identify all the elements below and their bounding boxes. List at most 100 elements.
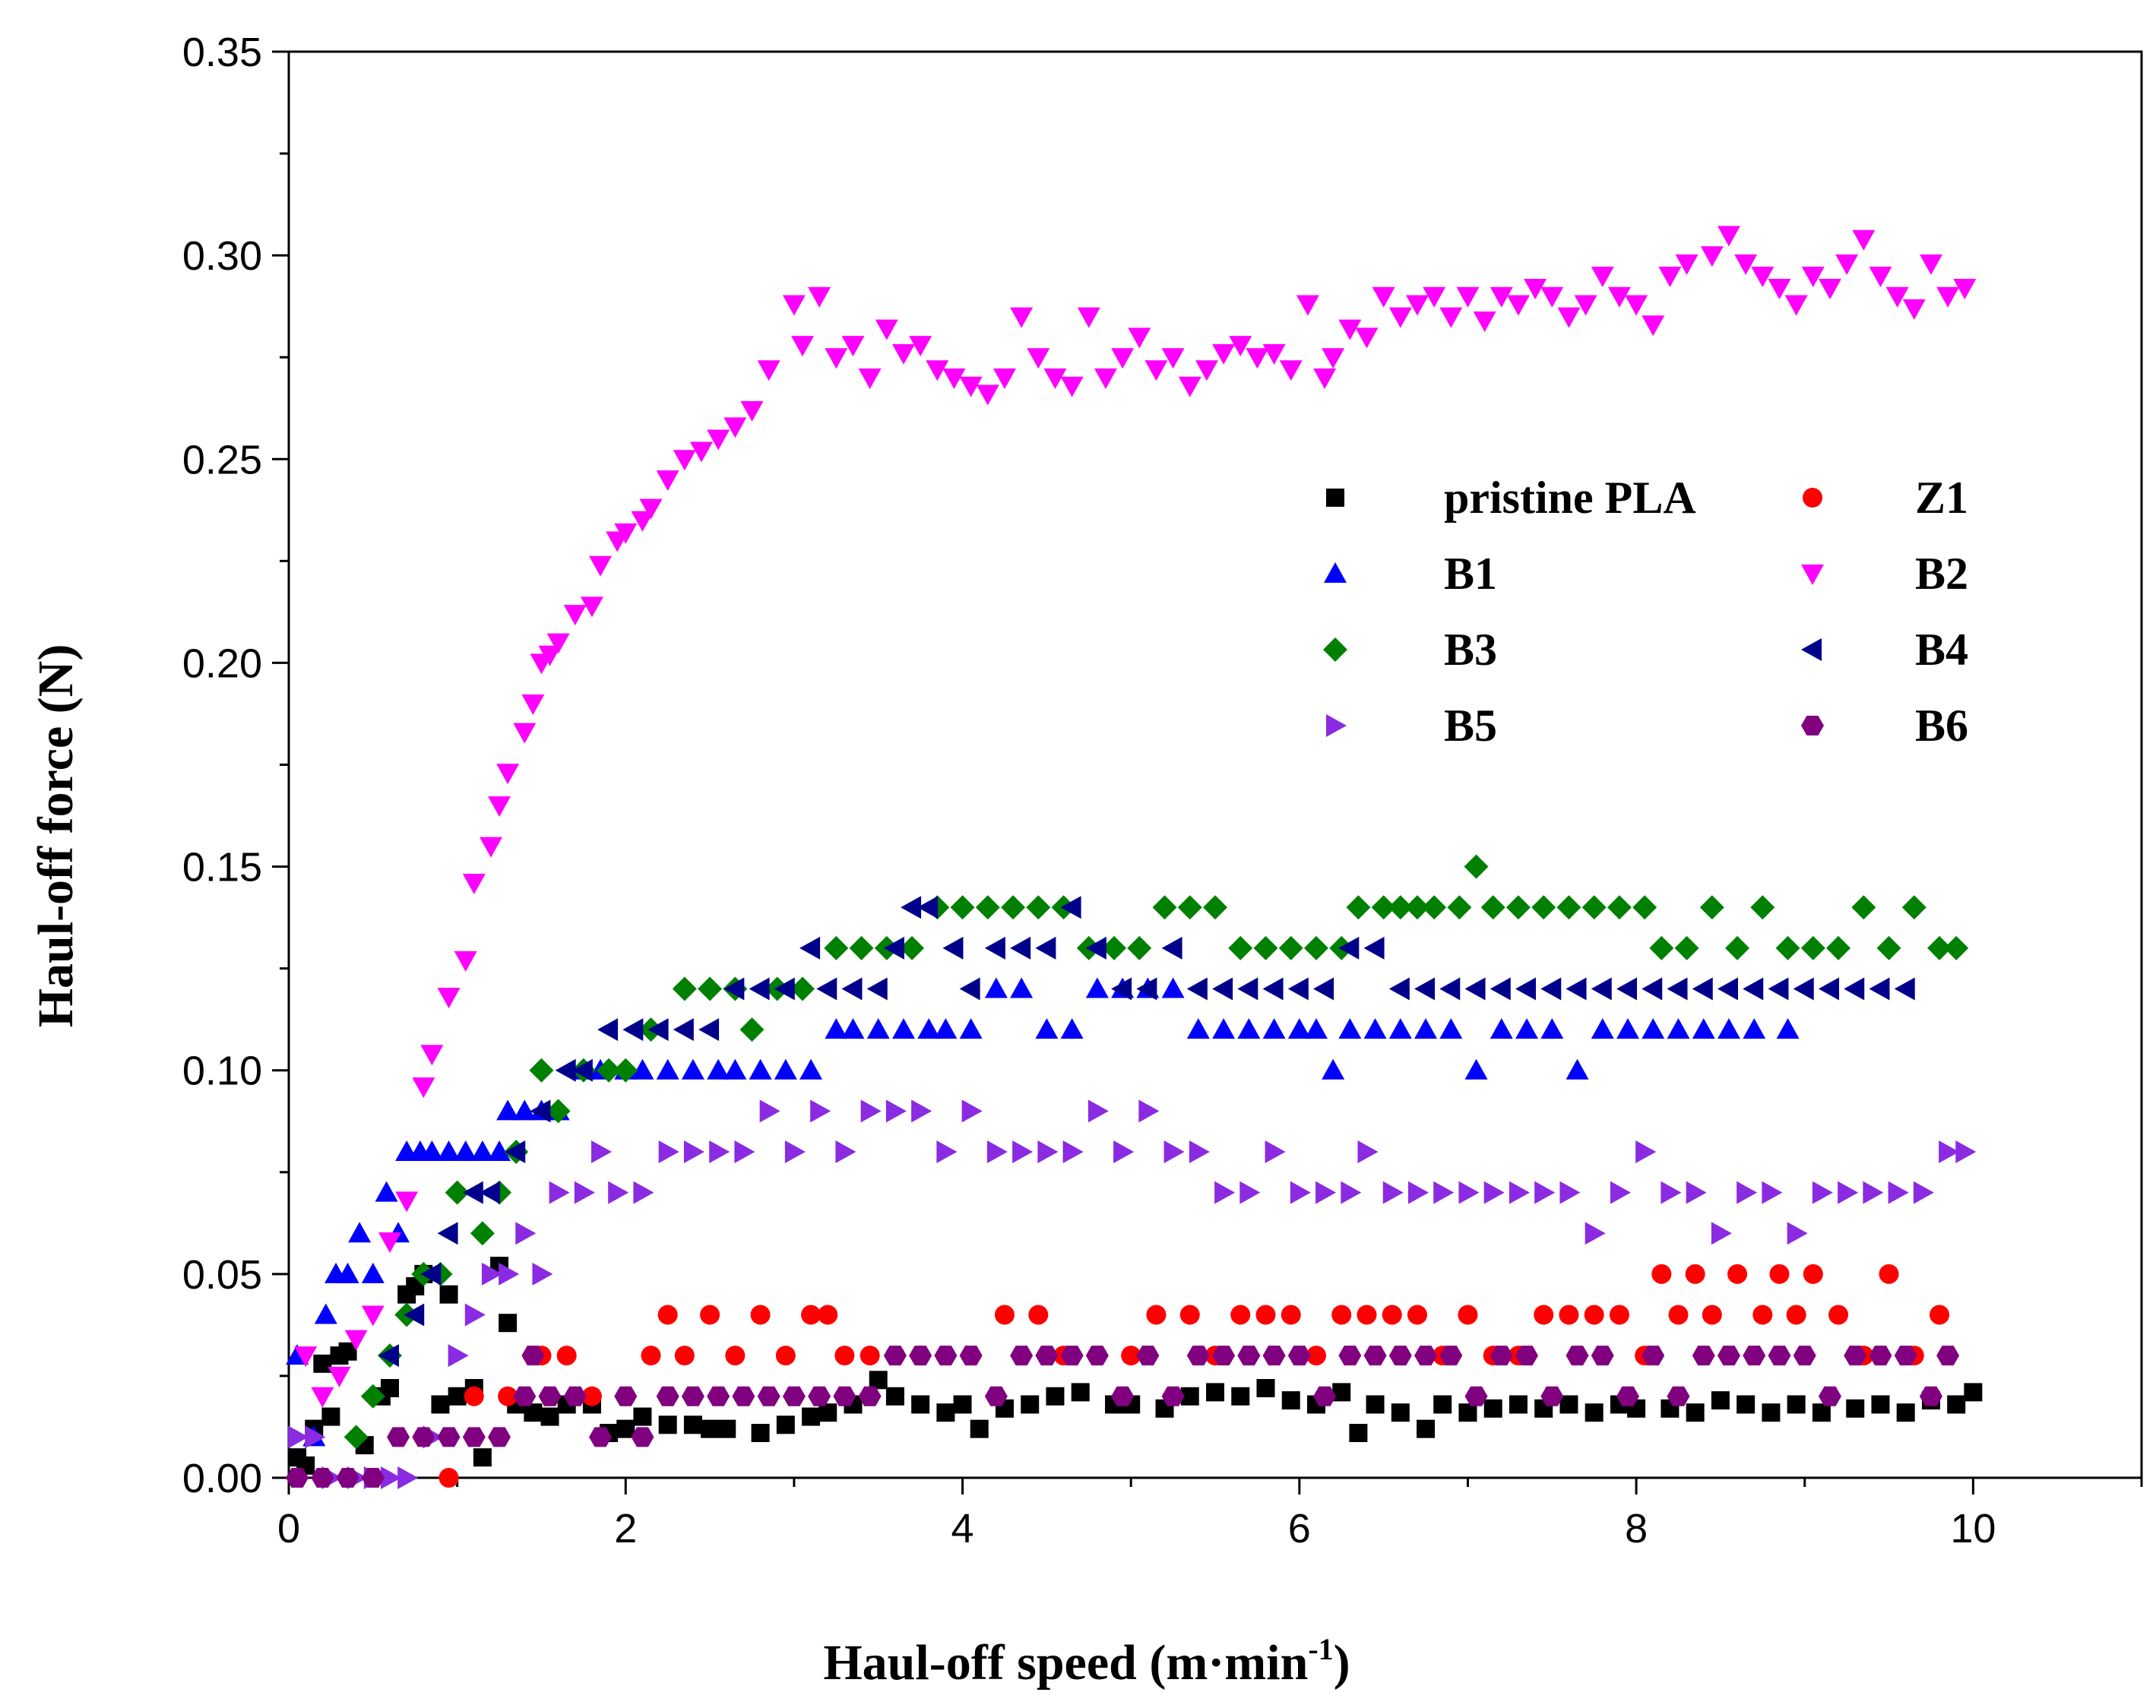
x-axis-label-close: ) xyxy=(1334,1635,1350,1691)
point-b5 xyxy=(1012,1140,1034,1163)
point-b1 xyxy=(361,1262,385,1283)
point-b4 xyxy=(1363,936,1385,960)
point-b2 xyxy=(344,1330,368,1351)
point-b3 xyxy=(672,976,697,1001)
point-z1 xyxy=(994,1305,1015,1325)
point-b3 xyxy=(698,976,723,1001)
point-b6 xyxy=(1717,1346,1740,1366)
point-b2 xyxy=(1296,295,1319,316)
data-markers xyxy=(286,226,1983,1489)
point-z1 xyxy=(1879,1264,1899,1284)
point-b5 xyxy=(633,1181,654,1204)
point-b1 xyxy=(891,1018,915,1039)
point-b5 xyxy=(835,1140,856,1163)
point-b2 xyxy=(808,286,831,308)
point-b2 xyxy=(294,1346,318,1368)
point-b2 xyxy=(1195,360,1218,381)
point-b1 xyxy=(1060,1018,1084,1039)
point-b3 xyxy=(1422,895,1447,920)
point-pristine-pla xyxy=(1762,1403,1781,1422)
point-b2 xyxy=(1734,254,1758,275)
point-b1 xyxy=(1304,1018,1328,1039)
point-b3 xyxy=(1203,895,1227,920)
point-pristine-pla xyxy=(540,1407,559,1426)
point-b6 xyxy=(589,1427,613,1447)
point-pristine-pla xyxy=(473,1448,492,1467)
legend-marker-b4 xyxy=(1801,638,1822,661)
x-axis-label-superscript: -1 xyxy=(1308,1632,1333,1666)
legend-item-b3: B3 xyxy=(1323,625,1497,675)
point-b5 xyxy=(1787,1222,1808,1245)
point-b2 xyxy=(1835,254,1859,275)
series-b1 xyxy=(286,977,1800,1447)
point-b6 xyxy=(1515,1346,1539,1366)
point-b1 xyxy=(1490,1018,1513,1039)
point-b6 xyxy=(1262,1346,1286,1366)
point-pristine-pla xyxy=(802,1407,821,1426)
point-b4 xyxy=(1768,977,1789,1001)
legend-label-pristine-pla: pristine PLA xyxy=(1444,473,1696,523)
point-pristine-pla xyxy=(431,1395,450,1414)
point-b2 xyxy=(614,523,638,544)
point-b5 xyxy=(1863,1181,1884,1204)
point-b6 xyxy=(1439,1346,1463,1366)
legend-marker-b6 xyxy=(1801,716,1824,735)
point-b2 xyxy=(546,633,570,654)
point-b5 xyxy=(305,1425,326,1449)
point-b4 xyxy=(622,1018,644,1042)
point-b2 xyxy=(1111,348,1135,369)
point-pristine-pla xyxy=(1737,1395,1756,1414)
point-b5 xyxy=(709,1140,730,1163)
point-pristine-pla xyxy=(953,1395,972,1414)
point-b5 xyxy=(1737,1181,1758,1204)
point-b3 xyxy=(1581,895,1607,920)
point-pristine-pla xyxy=(616,1419,635,1438)
point-b6 xyxy=(1566,1346,1589,1366)
point-b6 xyxy=(1313,1386,1337,1406)
point-b6 xyxy=(631,1427,654,1447)
point-b2 xyxy=(891,343,915,365)
point-b6 xyxy=(1388,1346,1412,1366)
point-pristine-pla xyxy=(633,1407,652,1426)
point-z1 xyxy=(1752,1305,1773,1325)
point-b1 xyxy=(1010,977,1034,998)
point-b2 xyxy=(1591,266,1614,287)
point-b2 xyxy=(790,336,814,357)
point-b6 xyxy=(1490,1346,1513,1366)
point-b4 xyxy=(883,936,904,960)
point-b4 xyxy=(799,936,821,960)
point-b5 xyxy=(1265,1140,1286,1163)
point-z1 xyxy=(1651,1264,1672,1284)
point-z1 xyxy=(818,1305,838,1325)
point-b6 xyxy=(1743,1346,1766,1366)
point-b2 xyxy=(976,384,999,406)
point-b2 xyxy=(707,429,730,451)
series-pristine-pla xyxy=(288,1257,1983,1475)
point-b2 xyxy=(1540,286,1564,308)
point-b2 xyxy=(521,694,545,716)
point-b2 xyxy=(1060,376,1084,397)
point-b4 xyxy=(505,1140,526,1163)
point-b2 xyxy=(496,764,520,785)
point-b1 xyxy=(1667,1018,1690,1039)
point-b3 xyxy=(1253,935,1278,960)
point-b4 xyxy=(1591,977,1612,1001)
point-b3 xyxy=(1102,935,1127,960)
point-b2 xyxy=(1405,295,1429,316)
point-b4 xyxy=(841,977,863,1001)
point-b3 xyxy=(360,1384,385,1409)
point-b5 xyxy=(1315,1181,1337,1204)
point-b3 xyxy=(975,895,1000,920)
point-b4 xyxy=(555,1058,576,1082)
point-b5 xyxy=(1838,1181,1859,1204)
legend-marker-z1 xyxy=(1803,488,1822,508)
point-b6 xyxy=(1768,1346,1791,1366)
point-b6 xyxy=(883,1346,907,1366)
point-b1 xyxy=(1743,1018,1766,1039)
point-b6 xyxy=(437,1427,461,1447)
point-pristine-pla xyxy=(1206,1383,1224,1402)
point-b2 xyxy=(580,596,603,618)
point-b6 xyxy=(732,1386,755,1406)
legend-marker-b3 xyxy=(1323,637,1347,662)
x-axis-label: Haul-off speed (m·min-1) xyxy=(823,1632,1350,1691)
